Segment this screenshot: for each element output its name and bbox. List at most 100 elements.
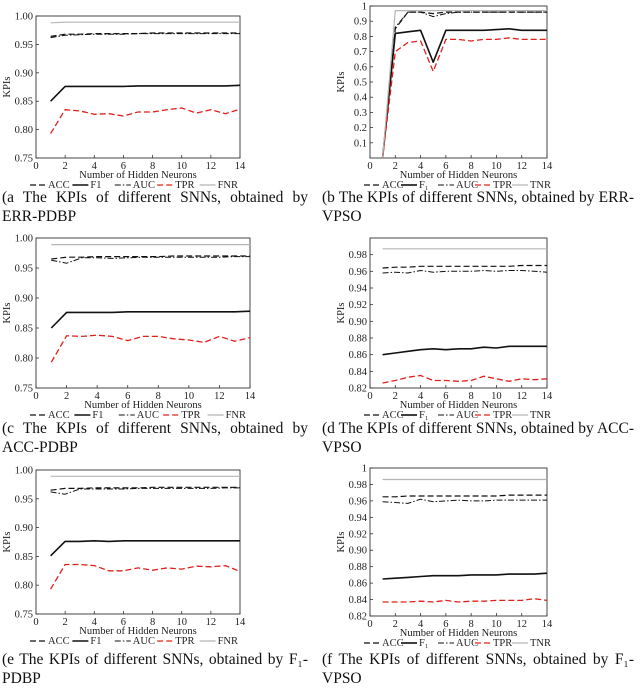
- y-tick-label: 0.82: [349, 384, 367, 395]
- x-tick-label: 10: [176, 161, 187, 172]
- series-line-f1: [382, 572, 548, 580]
- chart-e: 0 2 4 6 8 10 12 14 0.75 0.80 0.85 0.90 0.95 1.00 Numbe…: [2, 466, 246, 648]
- series-line-tnr: [382, 10, 547, 159]
- x-tick-label: 12: [516, 391, 527, 402]
- x-tick-label: 10: [491, 161, 502, 172]
- y-axis-label: KPIs: [2, 531, 13, 552]
- y-tick-label: 0.98: [349, 250, 367, 261]
- plot-frame: [35, 469, 241, 615]
- y-tick-label: 0.8: [354, 32, 367, 43]
- legend-label: ACC: [382, 180, 404, 191]
- x-tick-label: 2: [393, 391, 398, 402]
- chart-panel-f: 0 2 4 6 8 10 12 14 0.82 0.84 0.86 0.88 0.90 0.92 0.94 0…: [320, 456, 640, 689]
- y-tick-label: 0.80: [15, 581, 33, 592]
- x-tick-label: 2: [393, 161, 398, 172]
- x-tick-label: 0: [33, 161, 38, 172]
- x-tick-label: 4: [418, 161, 424, 172]
- x-tick-label: 14: [542, 619, 553, 630]
- chart-b: 0 2 4 6 8 10 12 14 0.1 0.2 0.3 0.4 0.5 0.6 0.7 0.8 0.9 1 N…: [336, 2, 553, 192]
- x-tick-label: 4: [418, 619, 424, 630]
- series-line-auc: [51, 256, 250, 264]
- legend-label: FNR: [218, 180, 238, 191]
- legend-label: F₁: [419, 180, 429, 191]
- x-tick-label: 2: [64, 391, 69, 402]
- legend-label: ACC: [48, 636, 70, 647]
- y-tick-label: 0.75: [15, 154, 33, 165]
- x-tick-label: 6: [121, 617, 126, 628]
- legend-label: TPR: [181, 410, 200, 421]
- plot-frame: [369, 467, 548, 617]
- series-line-tpr: [382, 598, 548, 603]
- y-tick-label: 0.85: [15, 97, 33, 108]
- y-axis-label: KPIs: [336, 302, 347, 323]
- x-tick-label: 10: [491, 619, 502, 630]
- x-axis-label: Number of Hidden Neurons: [400, 400, 518, 411]
- y-tick-label: 0.95: [15, 494, 33, 505]
- x-tick-label: 8: [469, 391, 474, 402]
- legend-label: ACC: [48, 180, 70, 191]
- y-tick-label: 0.90: [15, 523, 33, 534]
- legend-label: FNR: [226, 410, 246, 421]
- y-tick-label: 0.95: [15, 264, 33, 275]
- y-tick-label: 0.4: [354, 93, 368, 104]
- legend-label: F1: [90, 636, 101, 647]
- legend-label: TPR: [175, 180, 194, 191]
- x-tick-label: 8: [150, 617, 155, 628]
- y-tick-label: 0.75: [15, 610, 33, 621]
- series-line-acc: [51, 255, 250, 260]
- y-tick-label: 0.92: [349, 300, 367, 311]
- y-tick-label: 0.1: [354, 138, 367, 149]
- x-tick-label: 4: [92, 617, 98, 628]
- series-line-tpr: [50, 107, 241, 134]
- y-axis-label: KPIs: [336, 531, 347, 552]
- series-line-f1: [50, 540, 240, 557]
- legend-label: F1: [90, 180, 101, 191]
- chart-panel-c: 0 2 4 6 8 10 12 14 0.75 0.80 0.85 0.90 0.95 1.00 Numbe…: [0, 228, 320, 458]
- chart-panel-b: 0 2 4 6 8 10 12 14 0.1 0.2 0.3 0.4 0.5 0.6 0.7 0.8 0.9 1 N…: [320, 0, 640, 230]
- x-tick-label: 12: [516, 161, 527, 172]
- x-tick-label: 8: [156, 391, 161, 402]
- caption-d: (d The KPIs of different SNNs, obtained …: [322, 420, 634, 456]
- x-axis-label: Number of Hidden Neurons: [79, 170, 197, 181]
- x-tick-label: 6: [443, 619, 448, 630]
- plot-frame: [369, 5, 548, 159]
- series-line-tpr: [50, 563, 241, 590]
- y-tick-label: 0.5: [354, 78, 367, 89]
- y-tick-label: 1.00: [15, 234, 33, 245]
- legend-label: TPR: [493, 638, 512, 649]
- x-tick-label: 12: [214, 391, 225, 402]
- x-tick-label: 6: [443, 161, 448, 172]
- x-axis-label: Number of Hidden Neurons: [400, 170, 518, 181]
- x-axis-label: Number of Hidden Neurons: [400, 628, 518, 639]
- y-tick-label: 0.3: [354, 108, 367, 119]
- legend-label: TPR: [493, 180, 512, 191]
- x-tick-label: 0: [367, 161, 372, 172]
- x-tick-label: 12: [206, 617, 217, 628]
- caption-f: (f The KPIs of different SNNs, obtained …: [322, 651, 634, 687]
- chart-c: 0 2 4 6 8 10 12 14 0.75 0.80 0.85 0.90 0.95 1.00 Numbe…: [2, 234, 256, 422]
- legend-label: TPR: [493, 410, 512, 421]
- y-tick-label: 0.2: [354, 123, 367, 134]
- legend-label: FNR: [218, 636, 238, 647]
- y-tick-label: 0.86: [349, 350, 367, 361]
- plot-frame: [369, 237, 548, 389]
- x-tick-label: 10: [491, 391, 502, 402]
- chart-d: 0 2 4 6 8 10 12 14 0.82 0.84 0.86 0.88 0.90 0.92 0.94 0…: [336, 237, 553, 421]
- legend-label: ACC: [48, 410, 70, 421]
- x-tick-label: 14: [235, 161, 246, 172]
- y-tick-label: 0.92: [349, 529, 367, 540]
- y-tick-label: 0.95: [15, 40, 33, 51]
- y-tick-label: 0.85: [15, 552, 33, 563]
- caption-b: (b The KPIs of different SNNs, obtained …: [322, 189, 634, 225]
- chart-panel-d: 0 2 4 6 8 10 12 14 0.82 0.84 0.86 0.88 0.90 0.92 0.94 0…: [320, 228, 640, 458]
- series-line-tpr: [382, 374, 548, 384]
- y-tick-label: 1.00: [15, 12, 33, 23]
- plot-frame: [35, 237, 251, 389]
- y-axis-label: KPIs: [2, 302, 13, 323]
- x-tick-label: 14: [542, 161, 553, 172]
- y-tick-label: 0.84: [349, 595, 368, 606]
- series-line-acc: [382, 494, 547, 498]
- x-tick-label: 6: [443, 391, 448, 402]
- y-tick-label: 1: [362, 2, 367, 13]
- legend-label: AUC: [456, 180, 478, 191]
